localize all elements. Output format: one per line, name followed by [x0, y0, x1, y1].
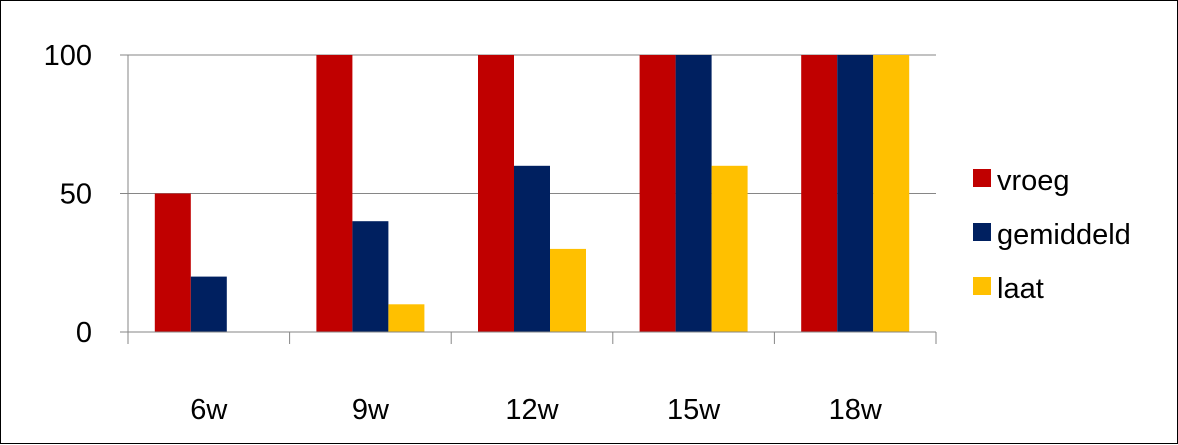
x-tick-label: 12w: [505, 394, 559, 426]
bar-vroeg-9w: [316, 55, 353, 332]
bar-gemiddeld-9w: [352, 221, 389, 332]
legend-swatch-gemiddeld: [973, 223, 991, 241]
bar-vroeg-15w: [639, 55, 676, 332]
bar-vroeg-12w: [478, 55, 514, 332]
y-tick-label: 100: [44, 40, 92, 72]
bars: [154, 55, 910, 332]
legend-label-vroeg: vroeg: [997, 165, 1070, 197]
bar-laat-18w: [873, 55, 910, 332]
bar-gemiddeld-6w: [190, 276, 227, 332]
legend-swatch-laat: [973, 277, 991, 295]
x-tick-label: 9w: [352, 394, 390, 426]
legend-label-gemiddeld: gemiddeld: [997, 219, 1131, 251]
legend: vroeg gemiddeld laat: [973, 165, 1131, 305]
bar-laat-15w: [711, 165, 748, 332]
bar-laat-12w: [550, 248, 586, 332]
x-tick-label: 15w: [667, 394, 721, 426]
legend-label-laat: laat: [997, 273, 1044, 305]
axes: [120, 54, 937, 344]
x-tick-label: 18w: [829, 394, 883, 426]
y-tick-label: 50: [60, 179, 92, 211]
bar-laat-9w: [388, 304, 425, 332]
bar-gemiddeld-12w: [514, 165, 550, 332]
y-tick-label: 0: [76, 317, 92, 349]
bar-vroeg-18w: [801, 55, 838, 332]
x-tick-labels: 6w 9w 12w 15w 18w: [190, 394, 883, 426]
bar-vroeg-6w: [154, 193, 191, 332]
y-tick-labels: 0 50 100: [44, 40, 92, 349]
bar-gemiddeld-15w: [675, 55, 712, 332]
bar-gemiddeld-18w: [837, 55, 874, 332]
x-tick-label: 6w: [190, 394, 228, 426]
legend-swatch-vroeg: [973, 169, 991, 187]
